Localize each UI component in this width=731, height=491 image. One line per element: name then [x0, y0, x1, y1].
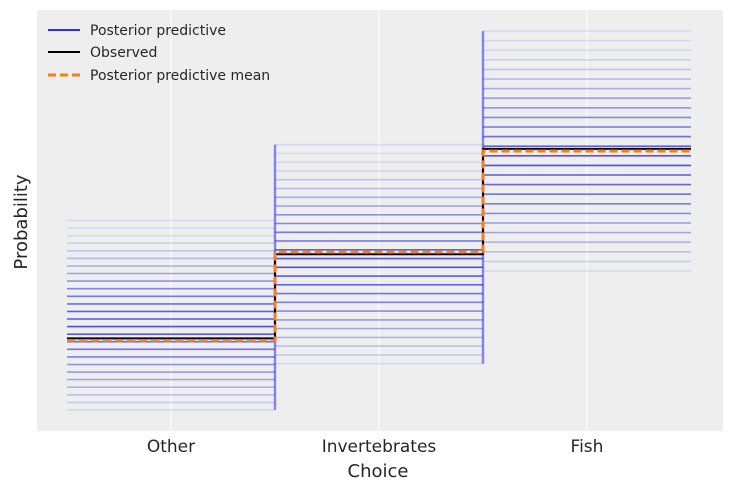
x-axis-label: Choice: [348, 461, 409, 482]
legend-label-posterior-predictive: Posterior predictive: [90, 23, 226, 39]
x-tick-label-invertebrates: Invertebrates: [322, 437, 437, 457]
x-tick-labels: Other Invertebrates Fish: [147, 437, 604, 457]
grid-lines: [170, 10, 588, 431]
observed-step-line: [67, 147, 691, 340]
legend-label-observed: Observed: [90, 45, 157, 61]
x-tick-label-other: Other: [147, 437, 195, 457]
posterior-mean-series: [67, 149, 691, 342]
legend: Posterior predictive Observed Posterior …: [48, 23, 270, 84]
legend-label-posterior-predictive-mean: Posterior predictive mean: [90, 68, 270, 84]
y-axis-label: Probability: [11, 174, 32, 269]
observed-series: [67, 147, 691, 340]
posterior-mean-step-line: [67, 149, 691, 342]
x-tick-label-fish: Fish: [571, 437, 604, 457]
plot-background: [37, 10, 723, 431]
